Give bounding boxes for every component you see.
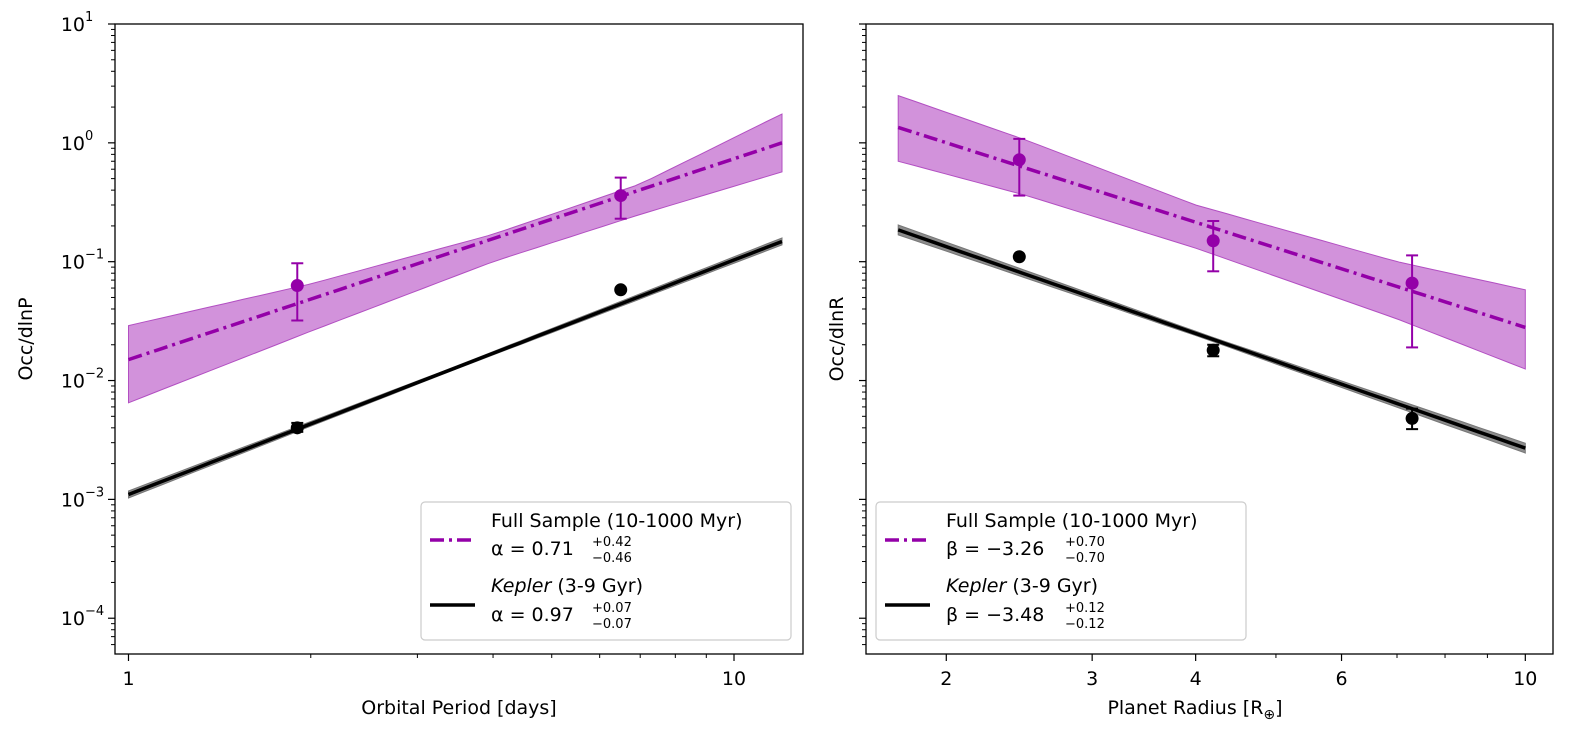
right-x-axis-label-sub: ⊕ bbox=[1263, 707, 1275, 723]
right-fit-line-full-sample bbox=[897, 125, 1526, 330]
left-band-full-sample bbox=[128, 113, 783, 404]
left-data-point-full-sample-0 bbox=[290, 279, 304, 293]
right-legend-kepler-sup: +0.12 bbox=[1065, 601, 1105, 616]
y-tick-label-exp-2: −2 bbox=[85, 367, 104, 382]
right-x-axis-label-main: Planet Radius [R bbox=[1107, 697, 1263, 719]
right-legend-kepler-label: Kepler (3-9 Gyr) bbox=[946, 575, 1098, 597]
left-legend-kepler-sub: −0.07 bbox=[592, 617, 632, 632]
y-tick-label-exp-3: −1 bbox=[85, 248, 104, 263]
y-tick-label-3: 10 bbox=[61, 252, 85, 274]
right-x-tick-label-2: 4 bbox=[1190, 668, 1202, 690]
right-x-tick-label-1: 3 bbox=[1086, 668, 1098, 690]
y-tick-label-exp-5: 1 bbox=[85, 10, 93, 25]
left-data-point-kepler-0 bbox=[290, 421, 304, 435]
right-x-tick-label-0: 2 bbox=[940, 668, 952, 690]
left-legend-kepler-italic: Kepler bbox=[491, 575, 553, 597]
right-y-axis-label: Occ/dlnR bbox=[826, 297, 848, 382]
left-legend-kepler-param: α = 0.97 bbox=[491, 604, 574, 626]
left-axes-frame bbox=[114, 23, 804, 655]
right-legend-kepler-param: β = −3.48 bbox=[946, 604, 1044, 626]
right-legend-box bbox=[875, 501, 1247, 641]
left-x-axis-label: Orbital Period [days] bbox=[361, 697, 556, 719]
y-tick-label-exp-4: 0 bbox=[85, 129, 93, 144]
right-legend-full-sample-param: β = −3.26 bbox=[946, 538, 1044, 560]
right-panel: 2 3 4 6 10 Planet Radius [R⊕] Occ/dlnR Full … bbox=[826, 23, 1554, 723]
left-plot-area bbox=[127, 113, 783, 499]
right-data-point-full-sample-2 bbox=[1405, 276, 1419, 290]
y-tick-label-4: 10 bbox=[61, 133, 85, 155]
y-tick-label-2: 10 bbox=[61, 371, 85, 393]
y-tick-label-exp-0: −4 bbox=[85, 604, 104, 619]
left-legend-full-sample-sup: +0.42 bbox=[592, 535, 632, 550]
right-x-tick-label-4: 10 bbox=[1513, 668, 1537, 690]
left-fit-line-kepler bbox=[127, 239, 783, 497]
right-band-full-sample bbox=[897, 94, 1526, 370]
left-legend-full-sample-param: α = 0.71 bbox=[491, 538, 574, 560]
left-x-tick-label-1: 10 bbox=[722, 668, 746, 690]
right-legend-full-sample-label: Full Sample (10-1000 Myr) bbox=[946, 510, 1198, 532]
right-legend-kepler-italic: Kepler bbox=[946, 575, 1008, 597]
right-ticks: 2 3 4 6 10 bbox=[859, 23, 1537, 690]
left-legend-full-sample-sub: −0.46 bbox=[592, 551, 632, 566]
left-legend-box bbox=[420, 501, 792, 641]
left-legend-kepler-label: Kepler (3-9 Gyr) bbox=[491, 575, 643, 597]
y-tick-label-5: 10 bbox=[61, 14, 85, 36]
right-data-point-kepler-0 bbox=[1012, 250, 1026, 264]
y-tick-label-0: 10 bbox=[61, 608, 85, 630]
left-legend-kepler-rest: (3-9 Gyr) bbox=[551, 575, 643, 597]
right-data-point-full-sample-0 bbox=[1012, 153, 1026, 167]
left-fit-line-full-sample bbox=[127, 141, 783, 362]
right-data-point-kepler-2 bbox=[1405, 411, 1419, 425]
right-x-axis-label: Planet Radius [R⊕] bbox=[1107, 697, 1282, 723]
right-legend: Full Sample (10-1000 Myr) β = −3.26 +0.7… bbox=[875, 501, 1247, 641]
right-legend-full-sample-sup: +0.70 bbox=[1065, 535, 1105, 550]
right-x-tick-label-3: 6 bbox=[1335, 668, 1347, 690]
left-legend-kepler-sup: +0.07 bbox=[592, 601, 632, 616]
left-legend: Full Sample (10-1000 Myr) α = 0.71 +0.42… bbox=[420, 501, 792, 641]
y-tick-label-1: 10 bbox=[61, 489, 85, 511]
left-data-point-full-sample-1 bbox=[614, 189, 628, 203]
right-axes-frame bbox=[865, 23, 1554, 655]
left-legend-full-sample-label: Full Sample (10-1000 Myr) bbox=[491, 510, 743, 532]
right-plot-area bbox=[897, 94, 1526, 454]
left-y-axis-label: Occ/dlnP bbox=[15, 297, 37, 380]
right-x-axis-label-close: ] bbox=[1275, 697, 1282, 719]
left-x-tick-label-0: 1 bbox=[122, 668, 134, 690]
right-legend-kepler-rest: (3-9 Gyr) bbox=[1006, 575, 1098, 597]
right-data-point-kepler-1 bbox=[1206, 343, 1220, 357]
y-tick-label-exp-1: −3 bbox=[85, 485, 104, 500]
right-data-point-full-sample-1 bbox=[1206, 234, 1220, 248]
right-legend-kepler-sub: −0.12 bbox=[1065, 617, 1105, 632]
right-legend-full-sample-sub: −0.70 bbox=[1065, 551, 1105, 566]
right-fit-line-kepler bbox=[897, 228, 1526, 450]
left-data-point-kepler-1 bbox=[614, 283, 628, 297]
